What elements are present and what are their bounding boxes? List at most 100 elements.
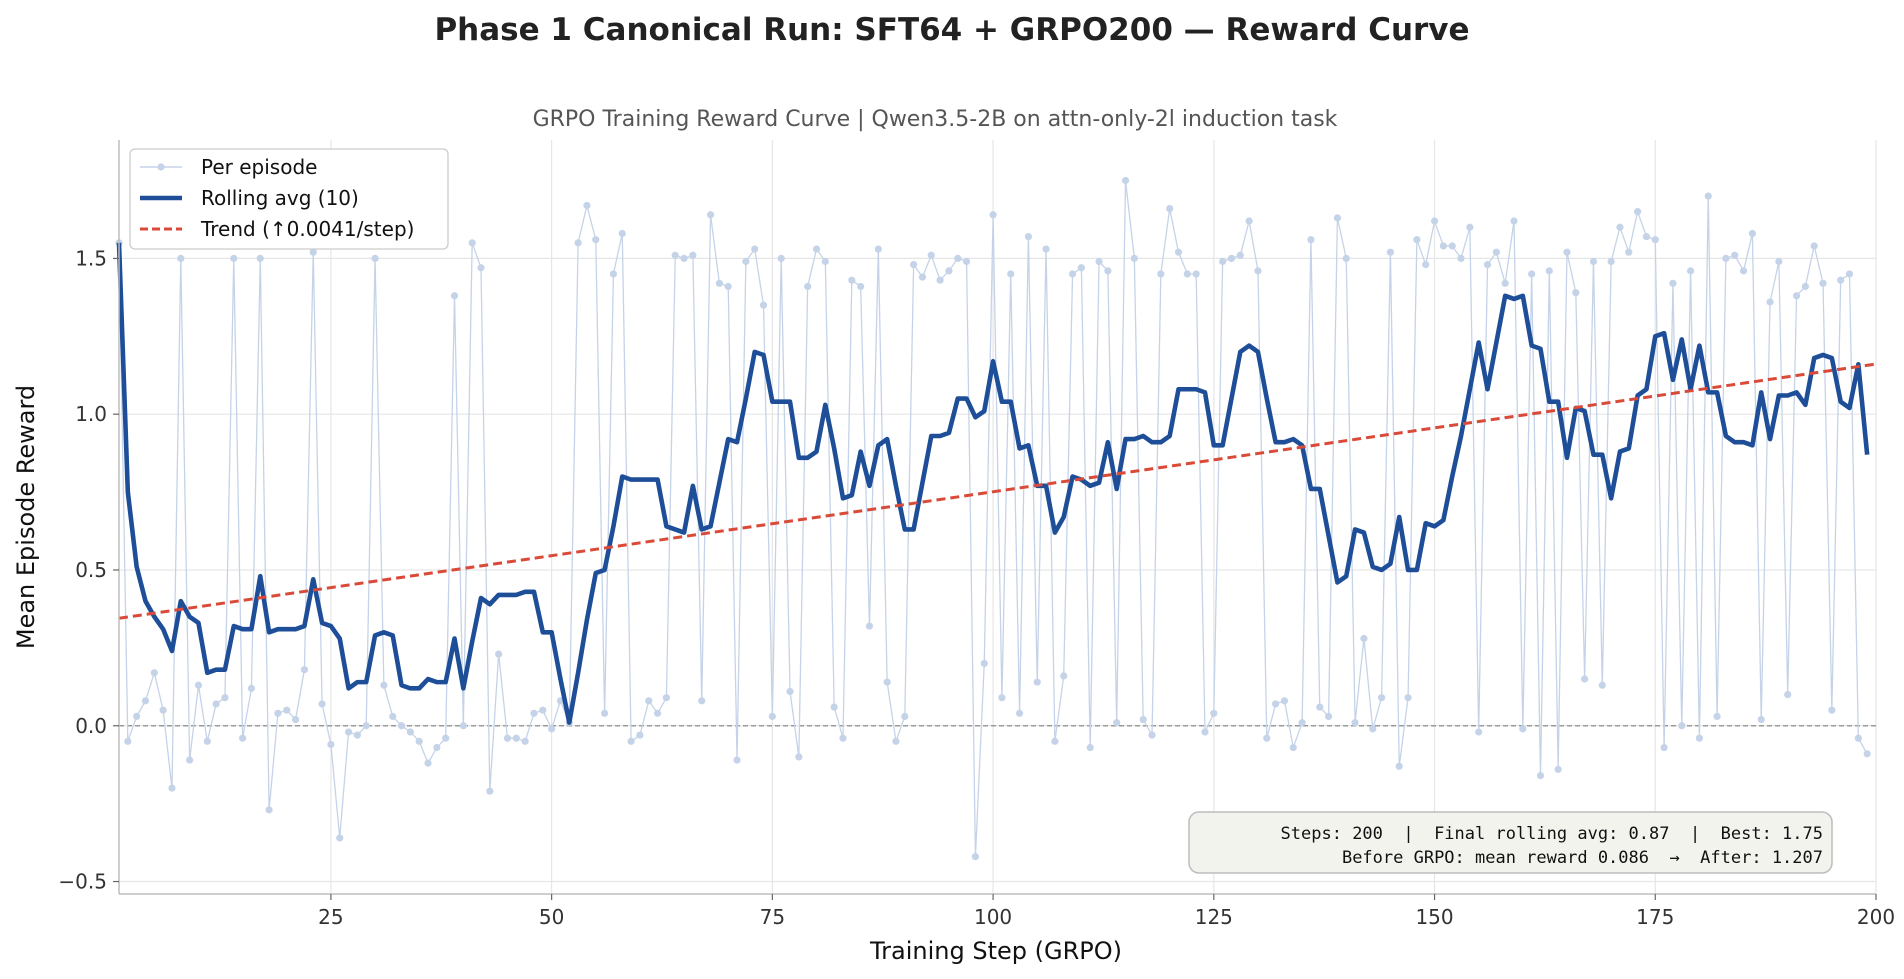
stats-line-2: Before GRPO: mean reward 0.086 → After: … <box>1342 848 1823 868</box>
per-episode-point <box>1475 728 1483 736</box>
per-episode-point <box>759 301 768 309</box>
per-episode-point <box>1528 270 1536 278</box>
per-episode-point <box>283 706 291 714</box>
per-episode-point <box>1377 694 1386 702</box>
y-tick-label: 0.5 <box>75 558 107 582</box>
per-episode-point <box>353 731 361 739</box>
per-episode-series <box>115 176 1871 861</box>
x-tick-label: 125 <box>1195 905 1233 929</box>
per-episode-point <box>309 248 317 256</box>
x-tick-label: 150 <box>1415 905 1453 929</box>
per-episode-point <box>892 737 900 745</box>
legend: Per episode Rolling avg (10) Trend (↑0.0… <box>129 148 449 250</box>
per-episode-point <box>936 276 944 284</box>
chart-title: GRPO Training Reward Curve | Qwen3.5-2B … <box>533 107 1338 132</box>
x-tick-label: 100 <box>974 905 1012 929</box>
per-episode-point <box>857 282 865 291</box>
per-episode-point <box>1113 719 1121 727</box>
per-episode-point <box>706 211 715 219</box>
x-tick-label: 50 <box>539 905 564 929</box>
per-episode-point <box>1845 270 1854 278</box>
per-episode-point <box>609 270 618 278</box>
per-episode-point <box>1448 242 1456 250</box>
per-episode-point <box>512 734 520 742</box>
per-episode-point <box>1828 706 1836 714</box>
per-episode-point <box>168 784 176 792</box>
per-episode-point <box>1589 257 1598 266</box>
per-episode-point <box>1360 634 1368 643</box>
per-episode-point <box>1174 248 1183 256</box>
per-episode-point <box>671 251 679 259</box>
per-episode-point <box>1324 712 1333 721</box>
per-episode-point <box>733 756 741 764</box>
per-episode-point <box>653 709 662 717</box>
per-episode-point <box>1254 267 1262 275</box>
per-episode-point <box>1554 765 1562 773</box>
per-episode-point <box>618 229 626 238</box>
per-episode-point <box>397 722 406 730</box>
per-episode-point <box>795 753 803 761</box>
per-episode-point <box>530 709 538 717</box>
per-episode-point <box>680 254 688 262</box>
per-episode-point <box>1695 734 1704 742</box>
per-episode-point <box>1245 217 1253 225</box>
per-episode-point <box>141 697 150 705</box>
per-episode-point <box>548 725 556 733</box>
per-episode-point <box>865 622 874 630</box>
per-episode-point <box>459 722 467 730</box>
per-episode-point <box>1095 257 1103 266</box>
per-episode-point <box>1837 276 1845 284</box>
per-episode-point <box>1183 270 1191 278</box>
per-episode-point <box>344 728 353 736</box>
y-tick-label: 1.5 <box>75 246 107 270</box>
per-episode-point <box>901 712 909 721</box>
per-episode-point <box>503 734 512 742</box>
per-episode-point <box>415 737 423 745</box>
per-episode-point <box>150 669 158 677</box>
per-episode-point <box>698 697 706 705</box>
per-episode-point <box>786 687 794 696</box>
per-episode-point <box>186 756 194 764</box>
trend-line <box>118 362 1877 620</box>
per-episode-point <box>1563 248 1571 256</box>
per-episode-point <box>1775 257 1783 266</box>
y-tick-label: 0.0 <box>75 714 107 738</box>
per-episode-point <box>804 282 812 291</box>
per-episode-point <box>980 659 988 668</box>
x-tick-label: 75 <box>760 905 785 929</box>
per-episode-point <box>777 254 785 262</box>
per-episode-point <box>1333 214 1342 222</box>
per-episode-point <box>1598 681 1606 689</box>
per-episode-point <box>1739 267 1748 275</box>
per-episode-point <box>1616 223 1624 231</box>
per-episode-point <box>1395 762 1403 770</box>
per-episode-point <box>1510 217 1518 225</box>
per-episode-point <box>1422 261 1430 269</box>
per-episode-point <box>1236 251 1244 259</box>
per-episode-point <box>1192 270 1200 278</box>
per-episode-point <box>1854 734 1862 742</box>
per-episode-point <box>468 239 476 247</box>
per-episode-point <box>874 245 882 253</box>
per-episode-point <box>221 694 229 702</box>
per-episode-point <box>715 279 723 287</box>
per-episode-point <box>318 700 326 708</box>
per-episode-point <box>177 254 185 262</box>
per-episode-point <box>1033 678 1041 686</box>
per-episode-point <box>724 282 732 291</box>
per-episode-point <box>592 236 600 244</box>
per-episode-point <box>203 737 211 745</box>
per-episode-point <box>1015 709 1024 717</box>
per-episode-point <box>247 684 256 692</box>
per-episode-point <box>751 245 759 253</box>
per-episode-point <box>1289 743 1297 752</box>
per-episode-point <box>1757 715 1765 724</box>
per-episode-point <box>1581 675 1589 683</box>
per-episode-point <box>274 709 282 717</box>
per-episode-point <box>839 734 847 742</box>
per-episode-point <box>1536 772 1545 780</box>
per-episode-point <box>998 694 1006 702</box>
legend-trend-label: Trend (↑0.0041/step) <box>200 217 414 241</box>
per-episode-point <box>1810 242 1818 250</box>
